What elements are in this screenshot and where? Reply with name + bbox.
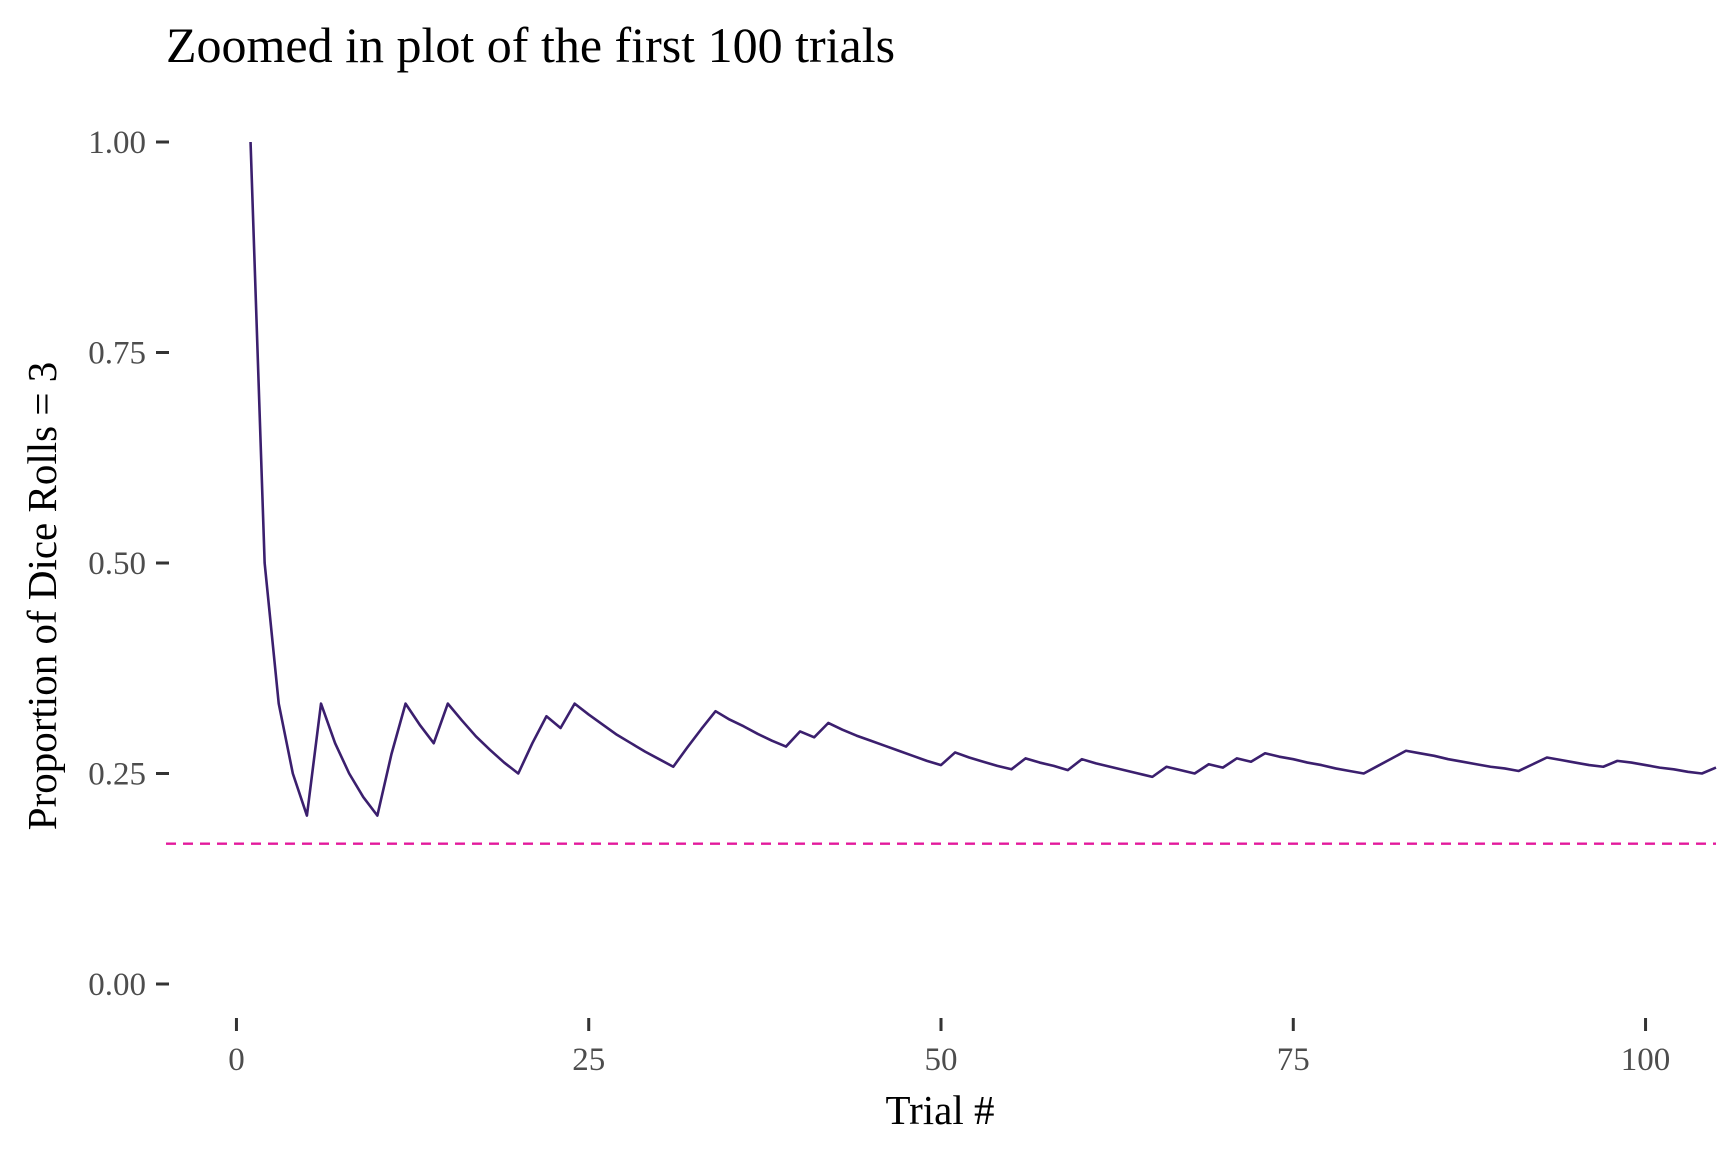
- series-line: [249, 141, 1717, 817]
- y-tick-label: 0.75: [88, 336, 146, 372]
- y-tick-label: 1.00: [88, 125, 146, 161]
- y-axis-title: Proportion of Dice Rolls = 3: [19, 362, 65, 830]
- y-tick-label: 0.25: [88, 757, 146, 793]
- y-tick-label: 0.50: [88, 546, 146, 582]
- x-tick-label: 50: [925, 1042, 958, 1078]
- x-tick-label: 0: [228, 1042, 245, 1078]
- x-axis-title: Trial #: [886, 1087, 995, 1133]
- x-tick-label: 25: [572, 1042, 605, 1078]
- chart-title: Zoomed in plot of the first 100 trials: [166, 17, 895, 73]
- x-tick-label: 75: [1277, 1042, 1310, 1078]
- x-tick-label: 100: [1621, 1042, 1671, 1078]
- x-axis: 0 25 50 75 100: [228, 1018, 1670, 1078]
- y-axis: 0.00 0.25 0.50 0.75 1.00: [88, 125, 169, 1003]
- y-tick-label: 0.00: [88, 967, 146, 1003]
